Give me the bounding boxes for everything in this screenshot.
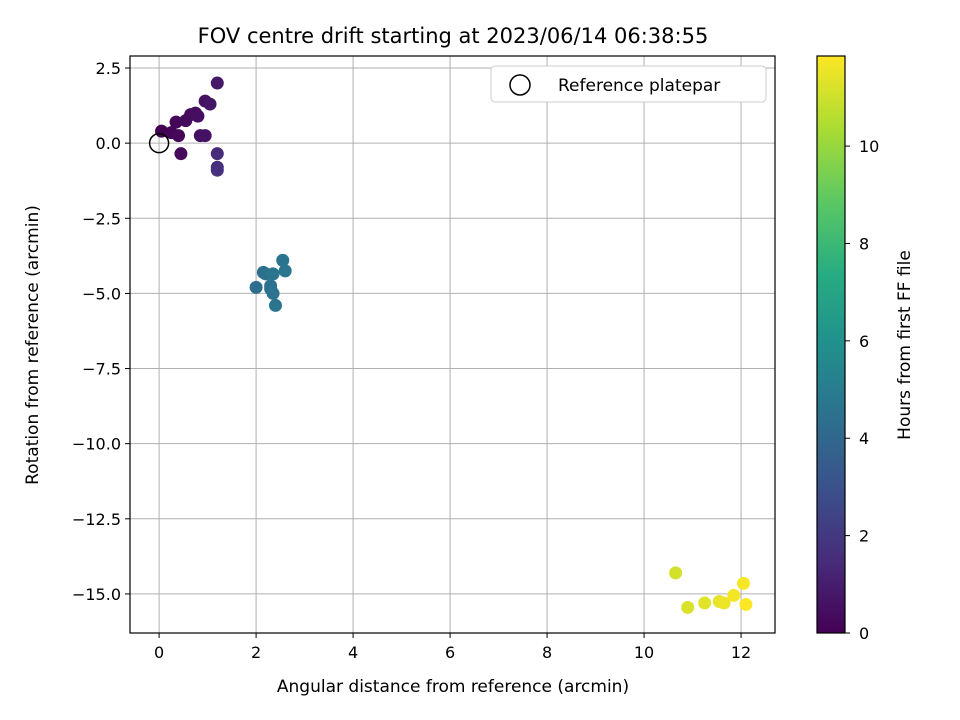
x-axis-ticks: 0 2 4 6 8 10 12 — [154, 633, 751, 662]
data-point — [681, 600, 695, 614]
data-point — [191, 109, 205, 123]
data-point — [169, 115, 183, 129]
y-tick-label: 0.0 — [96, 134, 121, 153]
data-point — [210, 76, 224, 90]
data-point — [266, 267, 280, 281]
data-point — [736, 576, 750, 590]
reference-platepar-marker — [148, 132, 170, 154]
data-point — [717, 596, 731, 610]
colorbar-tick-label: 0 — [859, 624, 869, 643]
legend-label: Reference platepar — [558, 76, 720, 96]
x-tick-label: 0 — [154, 643, 164, 662]
plot-frame — [129, 55, 776, 634]
data-point — [266, 286, 280, 300]
y-tick-label: −5.0 — [82, 284, 121, 303]
y-tick-label: −2.5 — [82, 209, 121, 228]
y-tick-label: −7.5 — [82, 360, 121, 379]
legend-box — [490, 65, 767, 103]
colorbar-ticks: 0 2 4 6 8 10 — [845, 137, 879, 643]
y-tick-label: −15.0 — [72, 585, 121, 604]
x-tick-label: 10 — [634, 643, 654, 662]
colorbar-tick-label: 4 — [859, 429, 869, 448]
x-axis-label: Angular distance from reference (arcmin) — [277, 677, 629, 697]
colorbar-label: Hours from first FF file — [895, 250, 915, 440]
y-tick-label: 2.5 — [96, 59, 121, 78]
data-point — [278, 264, 292, 278]
data-point — [174, 147, 188, 161]
colorbar-tick-label: 10 — [859, 137, 879, 156]
y-axis-ticks: 2.5 0.0 −2.5 −5.0 −7.5 −10.0 −12.5 −15.0 — [72, 59, 130, 604]
data-point — [198, 129, 212, 143]
data-point — [727, 588, 741, 602]
colorbar-tick-label: 2 — [859, 527, 869, 546]
data-point — [210, 163, 224, 177]
data-point — [276, 253, 290, 267]
y-tick-label: −10.0 — [72, 435, 121, 454]
data-point — [698, 596, 712, 610]
chart-title: FOV centre drift starting at 2023/06/14 … — [198, 24, 709, 48]
legend: Reference platepar — [490, 65, 767, 103]
legend-marker — [509, 74, 531, 96]
colorbar: 0 2 4 6 8 10 Hours from first FF file — [816, 55, 915, 643]
x-tick-label: 4 — [348, 643, 358, 662]
y-axis-label: Rotation from reference (arcmin) — [23, 205, 43, 485]
data-point — [249, 280, 263, 294]
data-points — [148, 76, 753, 614]
data-point — [171, 129, 185, 143]
data-point — [739, 597, 753, 611]
grid-lines — [130, 56, 775, 633]
data-point — [203, 97, 217, 111]
colorbar-gradient — [816, 55, 846, 634]
y-tick-label: −12.5 — [72, 510, 121, 529]
data-point — [268, 298, 282, 312]
x-tick-label: 2 — [251, 643, 261, 662]
x-tick-label: 12 — [731, 643, 751, 662]
x-tick-label: 8 — [542, 643, 552, 662]
colorbar-tick-label: 6 — [859, 332, 869, 351]
data-point — [210, 147, 224, 161]
x-tick-label: 6 — [445, 643, 455, 662]
data-point — [669, 566, 683, 580]
colorbar-tick-label: 8 — [859, 234, 869, 253]
